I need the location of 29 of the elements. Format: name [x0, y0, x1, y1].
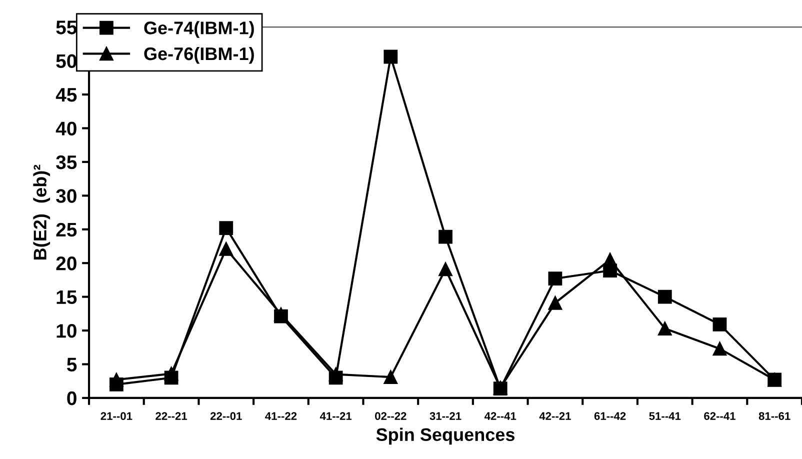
- y-tick-label: 50: [56, 54, 76, 68]
- y-tick-label: 45: [56, 88, 77, 102]
- x-tick-label: 41--22: [265, 412, 297, 420]
- x-tick-label: 31--21: [430, 412, 462, 420]
- x-axis-title: Spin Sequences: [376, 428, 515, 445]
- x-tick-label: 61--42: [594, 412, 626, 420]
- x-tick-label: 22--21: [156, 412, 188, 420]
- x-tick-label: 02--22: [375, 412, 406, 420]
- x-tick-label: 81--61: [758, 412, 790, 420]
- legend-label: Ge-74(IBM-1): [144, 21, 254, 38]
- y-tick-label: 0: [67, 391, 76, 406]
- x-tick-label: 62--41: [704, 412, 736, 420]
- y-tick-label: 30: [56, 189, 76, 203]
- y-tick-label: 15: [56, 290, 77, 304]
- y-tick-label: 35: [56, 155, 77, 170]
- y-tick-label: 10: [56, 324, 76, 338]
- x-tick-label: 51--41: [649, 412, 681, 420]
- legend-label: Ge-76(IBM-1): [144, 46, 254, 64]
- x-tick-label: 41--21: [320, 412, 352, 420]
- x-tick-label: 21--01: [100, 412, 132, 420]
- x-tick-label: 42--41: [484, 412, 516, 420]
- x-tick-label: 22--01: [210, 412, 242, 420]
- x-tick-label: 42--21: [539, 412, 571, 420]
- y-tick-label: 20: [56, 256, 76, 270]
- y-tick-label: 5: [67, 358, 77, 372]
- y-tick-label: 40: [56, 122, 76, 136]
- y-axis-title: B(E2) (eb)²: [33, 164, 50, 260]
- y-tick-label: 25: [56, 222, 77, 237]
- y-tick-label: 55: [56, 20, 77, 34]
